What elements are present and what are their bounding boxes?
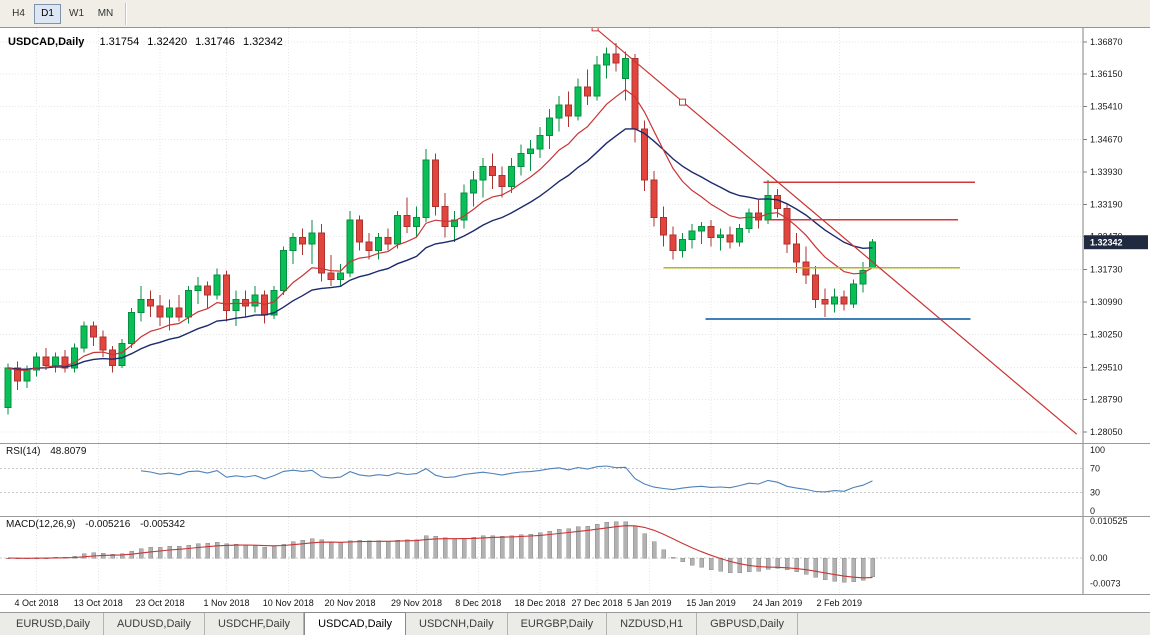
rsi-scale-label: 100 <box>1090 445 1105 455</box>
price-scale-label: 1.33190 <box>1090 200 1123 210</box>
ma-fast-line <box>7 89 873 371</box>
current-price-text: 1.32342 <box>1090 238 1123 248</box>
date-label: 5 Jan 2019 <box>626 598 672 608</box>
toolbar-separator <box>125 2 127 25</box>
tab-eurusd-daily[interactable]: EURUSD,Daily <box>3 613 104 635</box>
macd-signal-line <box>7 525 873 579</box>
date-label: 18 Dec 2018 <box>514 598 566 608</box>
tab-usdchf-daily[interactable]: USDCHF,Daily <box>205 613 305 635</box>
timeframe-button-d1[interactable]: D1 <box>34 3 61 24</box>
timeframe-toolbar-buttons: H4 D1 W1 MN <box>5 3 119 24</box>
tab-nzdusd-h1[interactable]: NZDUSD,H1 <box>607 613 698 635</box>
date-label: 13 Oct 2018 <box>73 598 123 608</box>
quote-close-value: 1.32342 <box>242 36 283 48</box>
macd-scale-label: 0.010525 <box>1090 516 1128 526</box>
quote-low-value: 1.31746 <box>195 36 235 48</box>
date-axis[interactable]: 4 Oct 2018 13 Oct 2018 23 Oct 2018 1 Nov 20… <box>0 594 1150 612</box>
current-price-badge <box>1084 235 1148 250</box>
macd-canvas: 0.010525 0.00 -0.0073 <box>0 516 1150 594</box>
rsi-scale-label: 70 <box>1090 463 1100 473</box>
rsi-indicator-name: RSI(14) <box>6 446 41 457</box>
rsi-grid <box>36 444 840 516</box>
rsi-indicator-value: 48.8079 <box>50 446 87 457</box>
tab-eurgbp-daily[interactable]: EURGBP,Daily <box>508 613 608 635</box>
price-scale-label: 1.28790 <box>1090 394 1123 404</box>
price-scale-label: 1.34670 <box>1090 134 1123 144</box>
timeframe-button-mn[interactable]: MN <box>92 3 119 24</box>
date-label: 20 Nov 2018 <box>324 598 376 608</box>
tab-usdcnh-daily[interactable]: USDCNH,Daily <box>406 613 508 635</box>
chart-header: USDCAD,Daily 1.31754 1.32420 1.31746 1.3… <box>8 36 288 48</box>
date-label: 10 Nov 2018 <box>262 598 314 608</box>
rsi-label: RSI(14) 48.8079 <box>6 446 86 457</box>
tab-usdcad-daily[interactable]: USDCAD,Daily <box>304 612 407 635</box>
candles-layer <box>4 42 876 415</box>
macd-scale-label: -0.0073 <box>1090 579 1121 589</box>
tab-audusd-daily[interactable]: AUDUSD,Daily <box>104 613 205 635</box>
quote-open-value: 1.31754 <box>99 36 140 48</box>
tab-gbpusd-daily[interactable]: GBPUSD,Daily <box>697 613 799 635</box>
macd-label: MACD(12,26,9) -0.005216 -0.005342 <box>6 519 185 530</box>
chart-symbol-label: USDCAD,Daily <box>8 36 85 48</box>
price-scale-label: 1.36150 <box>1090 69 1123 79</box>
price-scale-label: 1.30250 <box>1090 330 1123 340</box>
ma-slow-line <box>7 128 873 370</box>
date-label: 1 Nov 2018 <box>203 598 250 608</box>
macd-signal-value: -0.005342 <box>140 519 186 530</box>
price-scale-label: 1.30990 <box>1090 297 1123 307</box>
horizontal-levels-layer[interactable] <box>663 181 976 321</box>
price-scale-label: 1.31730 <box>1090 264 1123 274</box>
quote-high-value: 1.32420 <box>147 36 188 48</box>
date-label: 2 Feb 2019 <box>816 598 863 608</box>
rsi-pane[interactable]: 100 70 30 0 RSI(14) 48.8079 <box>0 443 1150 516</box>
date-label: 29 Nov 2018 <box>390 598 443 608</box>
price-scale-label: 1.35410 <box>1090 102 1123 112</box>
main-grid-layer <box>0 28 1083 443</box>
rsi-line <box>140 465 873 493</box>
price-scale-label: 1.36870 <box>1090 37 1123 47</box>
macd-main-value: -0.005216 <box>85 519 131 530</box>
timeframe-button-h4[interactable]: H4 <box>5 3 32 24</box>
descending-trendline[interactable] <box>594 28 1078 435</box>
rsi-canvas: 100 70 30 0 <box>0 443 1150 516</box>
date-label: 24 Jan 2019 <box>752 598 803 608</box>
main-chart-pane[interactable]: 1.36870 1.36150 1.35410 1.34670 1.33930 1.331… <box>0 28 1150 443</box>
rsi-scale-label: 0 <box>1090 506 1095 516</box>
date-label: 23 Oct 2018 <box>135 598 185 608</box>
date-label: 8 Dec 2018 <box>455 598 502 608</box>
price-scale: 1.36870 1.36150 1.35410 1.34670 1.33930 1.331… <box>1082 28 1150 443</box>
date-label: 27 Dec 2018 <box>571 598 623 608</box>
date-label: 4 Oct 2018 <box>14 598 59 608</box>
macd-histogram <box>5 521 875 583</box>
price-scale-label: 1.28050 <box>1090 427 1123 437</box>
rsi-scale-label: 30 <box>1090 488 1100 498</box>
date-label: 15 Jan 2019 <box>686 598 736 608</box>
symbol-tabbar: EURUSD,Daily AUDUSD,Daily USDCHF,Daily USDC… <box>0 612 1150 635</box>
price-scale-label: 1.29510 <box>1090 362 1123 372</box>
macd-scale-label: 0.00 <box>1090 553 1108 563</box>
timeframe-toolbar: H4 D1 W1 MN <box>0 0 1150 28</box>
trendline-handle[interactable] <box>679 98 686 106</box>
macd-pane[interactable]: 0.010525 0.00 -0.0073 MACD(12,26,9) -0.005… <box>0 516 1150 594</box>
timeframe-button-w1[interactable]: W1 <box>63 3 90 24</box>
trendline-handle[interactable] <box>591 28 599 32</box>
main-chart-canvas[interactable]: 1.36870 1.36150 1.35410 1.34670 1.33930 1.331… <box>0 28 1150 443</box>
price-scale-label: 1.33930 <box>1090 167 1123 177</box>
macd-indicator-name: MACD(12,26,9) <box>6 519 76 530</box>
